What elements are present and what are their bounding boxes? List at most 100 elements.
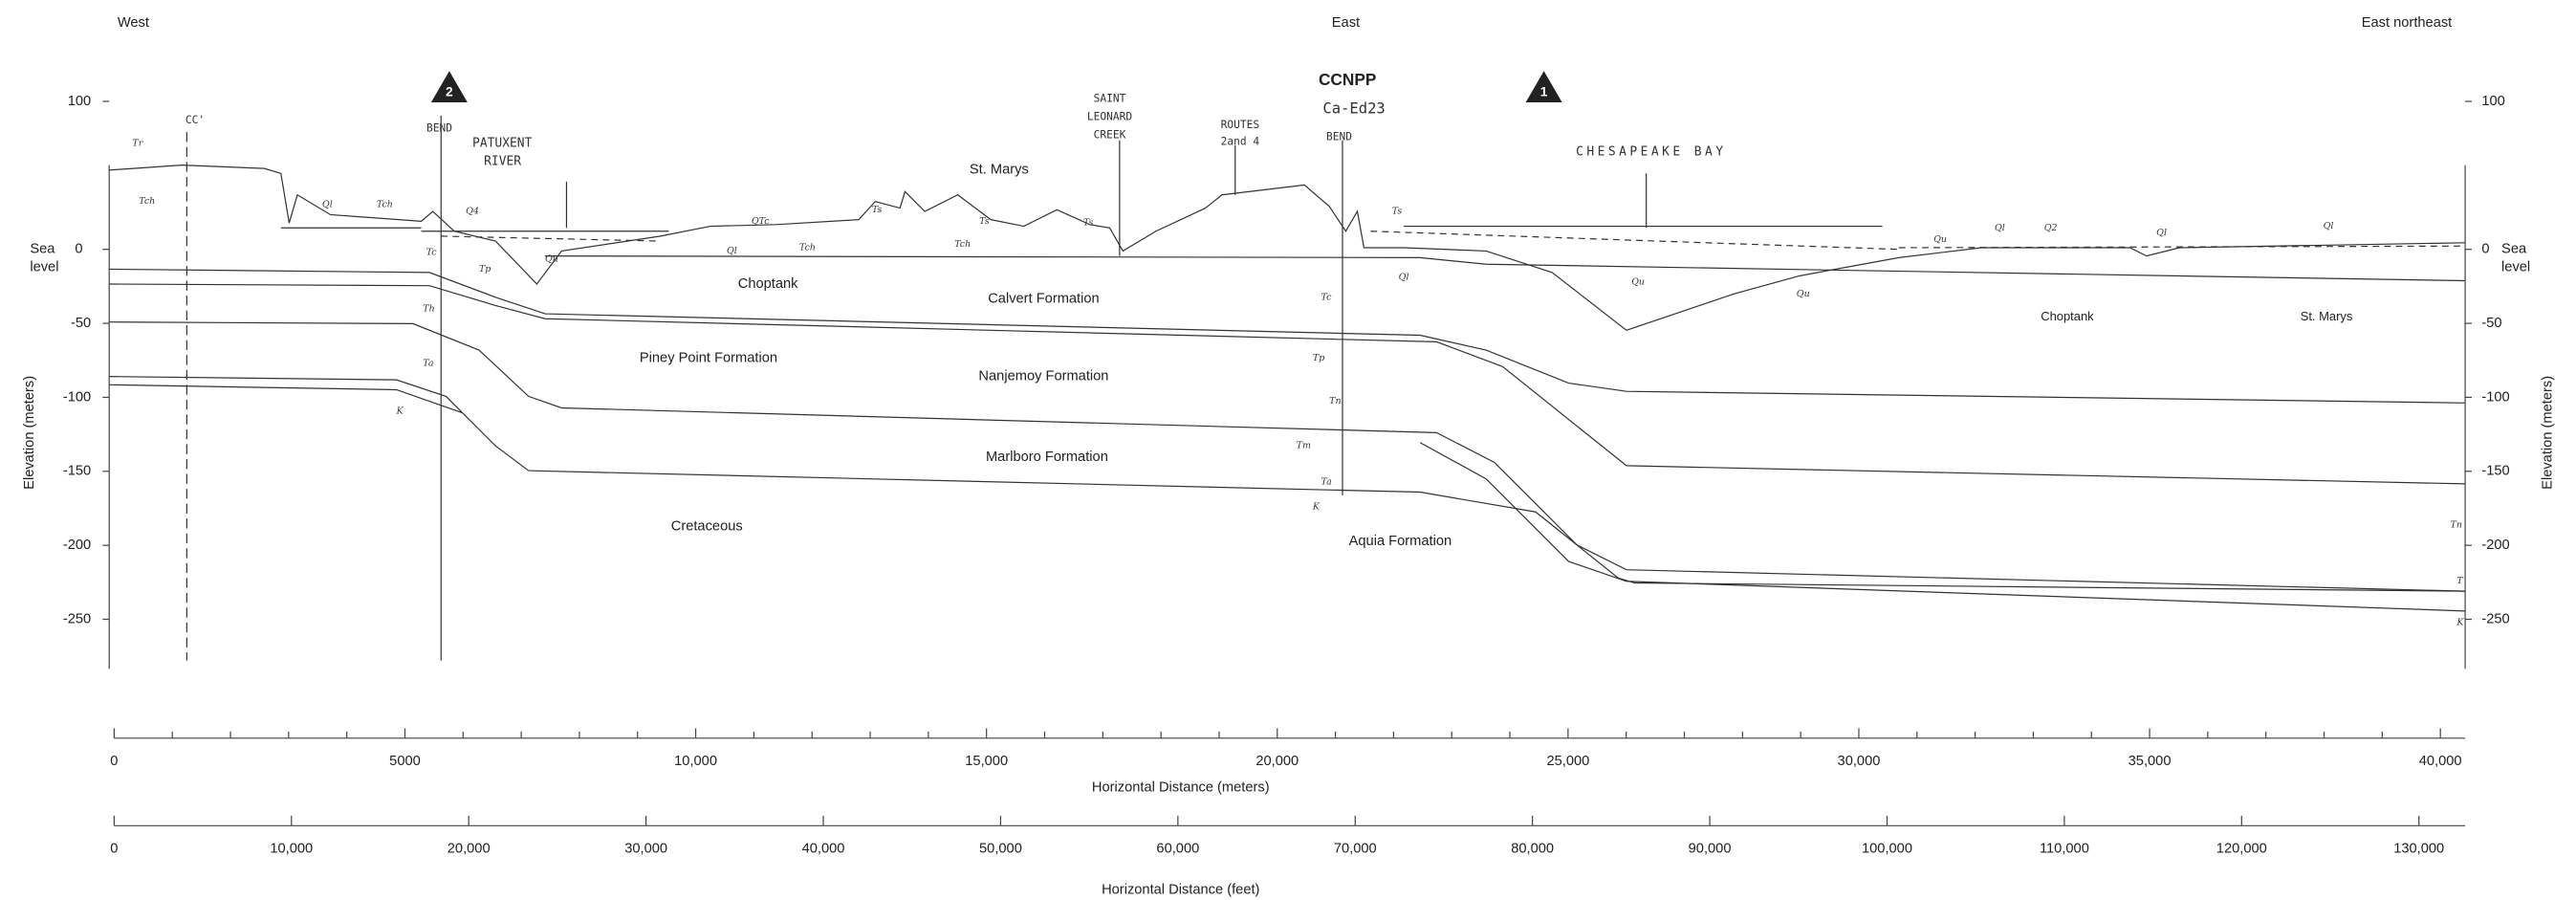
unit-symbol: Tr [132,139,142,149]
x-tick-label: 90,000 [1689,841,1732,856]
unit-symbol: Q2 [2044,223,2058,233]
x-tick-label: 5000 [389,754,421,769]
marker: 1 [1540,83,1548,99]
axis-title: Horizontal Distance (meters) [1092,779,1270,795]
x-tick-label: 60,000 [1156,841,1199,856]
x-tick-label: 10,000 [270,841,313,856]
well-id: Ca-Ed23 [1322,99,1385,117]
place-label: CREEK [1094,129,1126,142]
place-label: ROUTES [1221,119,1260,131]
place-label: SAINT [1094,93,1126,105]
unit-symbol: Tch [377,200,393,210]
place-label: BEND [426,122,452,135]
unit-symbol: Ts [1392,207,1403,217]
x-tick-label: 20,000 [1255,754,1299,769]
unit-symbol: Tch [954,239,971,250]
unit-symbol: T [2456,576,2463,586]
x-tick-label: 0 [110,841,118,856]
place-label: 2and 4 [1221,135,1260,147]
sea-label: level [2501,260,2530,275]
x-tick-label: 80,000 [1511,841,1554,856]
formation-label: Marlboro Formation [986,450,1108,465]
marker: 2 [446,83,453,99]
formation-label: Calvert Formation [988,291,1099,306]
unit-symbol: Tc [426,248,438,258]
formation-label: Nanjemoy Formation [978,369,1108,384]
unit-symbol: Ql [727,246,737,256]
y-tick-label: 0 [75,242,82,257]
x-tick-label: 110,000 [2040,841,2089,856]
site-name: CCNPP [1319,70,1376,89]
unit-symbol: Ts [872,205,883,215]
y-tick-label: -150 [2481,464,2509,479]
x-tick-label: 10,000 [674,754,717,769]
x-tick-label: 50,000 [979,841,1022,856]
unit-symbol: Ta [423,358,434,368]
x-tick-label: 40,000 [802,841,845,856]
sea-label: Sea [2501,242,2527,257]
y-tick-label: -200 [63,538,91,553]
y-tick-label: -50 [2481,316,2501,331]
formation-label: Piney Point Formation [640,351,777,366]
unit-symbol: Ql [1995,223,2005,233]
x-tick-label: 130,000 [2393,841,2444,856]
unit-symbol: Tch [139,196,155,207]
x-tick-label: 30,000 [624,841,667,856]
axis-title: Horizontal Distance (feet) [1102,883,1259,898]
sea-label: level [30,260,58,275]
axis-title: Elevation (meters) [22,376,37,490]
formation-label: Choptank [738,276,798,292]
place-label: PATUXENT [472,137,533,151]
header-center: East [1332,15,1360,31]
unit-symbol: Ql [1399,273,1409,283]
x-tick-label: 15,000 [965,754,1008,769]
unit-symbol: Ql [2324,221,2334,231]
unit-symbol: Ql [322,200,333,210]
place-label: BEND [1326,130,1352,143]
unit-symbol: K [1312,502,1321,513]
unit-symbol: Qu [1797,289,1810,299]
unit-symbol: Tn [2451,520,2462,531]
unit-symbol: Tch [799,242,816,252]
y-tick-label: 0 [2481,242,2489,257]
y-tick-label: -200 [2481,538,2509,553]
unit-symbol: Ql [2156,228,2167,238]
geology [109,116,2465,661]
axis-title: Elevation (meters) [2540,376,2555,490]
y-tick-label: -250 [63,611,91,626]
unit-symbol: Q4 [466,207,479,217]
unit-symbol: Tm [1297,441,1311,451]
place-label: RIVER [484,155,521,169]
y-tick-label: 100 [2481,94,2504,109]
unit-symbol: Ta [1321,477,1333,488]
unit-symbol: Qu [545,254,558,265]
formation-label: St. Marys [970,163,1029,178]
unit-symbol: Tc [1321,292,1333,302]
header-right: East northeast [2362,15,2453,31]
y-tick-label: -50 [71,316,91,331]
place-label: CHESAPEAKE BAY [1576,144,1726,159]
unit-symbol: Qu [1933,234,1947,245]
unit-symbol: Tp [479,264,491,274]
formation-label: Cretaceous [671,519,743,535]
x-tick-label: 0 [110,754,118,769]
x-tick-label: 70,000 [1334,841,1377,856]
y-tick-label: -250 [2481,611,2509,626]
x-tick-label: 120,000 [2216,841,2267,856]
unit-symbol: Ts [979,216,990,227]
unit-symbol: QTc [752,216,770,227]
cross-section: West East East northeast 2 1 CCNPP Ca-Ed… [0,0,2576,900]
unit-symbol: K [2456,617,2464,627]
place-label: LEONARD [1087,111,1133,123]
x-tick-label: 100,000 [1862,841,1912,856]
header-left: West [118,15,149,31]
unit-symbol: Th [423,303,434,314]
x-tick-label: 25,000 [1546,754,1589,769]
x-tick-label: 20,000 [448,841,491,856]
sea-label: Sea [30,242,55,257]
unit-symbols: Tr Tch Ql Tch Q4 Tc Tp Th Ta K Qu QTc Ql Tch Ts Ts Tch Ts… [132,139,2464,628]
x-tick-label: 35,000 [2128,754,2172,769]
unit-symbol: Qu [1631,277,1645,288]
formation-label: Aquia Formation [1349,534,1452,549]
unit-symbol: Ts [1083,218,1094,229]
